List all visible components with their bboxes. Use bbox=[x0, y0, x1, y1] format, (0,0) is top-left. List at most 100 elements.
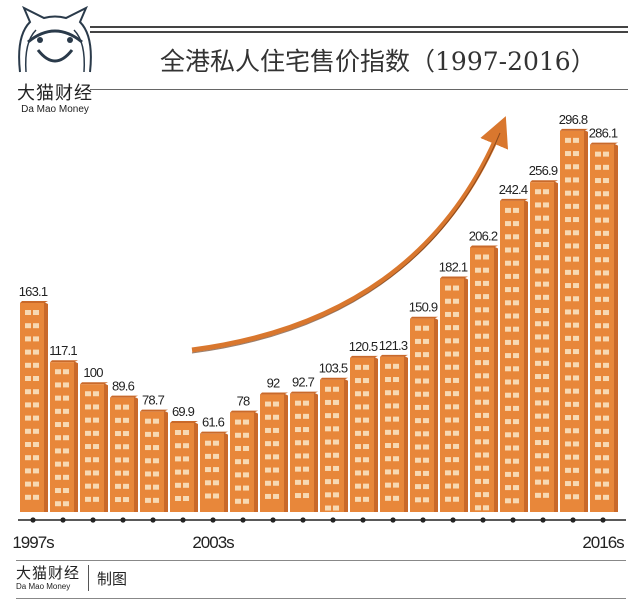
bar-window bbox=[535, 347, 541, 353]
bar-window bbox=[565, 467, 571, 473]
bar-window bbox=[513, 419, 519, 425]
bar-window bbox=[213, 440, 219, 446]
bar-window bbox=[145, 497, 151, 503]
bar-window bbox=[445, 443, 451, 449]
bar-window bbox=[85, 430, 91, 436]
bar-window bbox=[325, 479, 331, 485]
bar-window bbox=[273, 441, 279, 447]
bar-window bbox=[565, 388, 571, 394]
bar-window bbox=[415, 457, 421, 463]
data-label: 150.9 bbox=[409, 300, 438, 315]
bar-window bbox=[595, 494, 601, 500]
bar-window bbox=[573, 269, 579, 275]
bar-window bbox=[535, 242, 541, 248]
bar-window bbox=[573, 362, 579, 368]
bar-window bbox=[325, 399, 331, 405]
bar-window bbox=[565, 322, 571, 328]
bar-window bbox=[573, 309, 579, 315]
bar-roof bbox=[260, 392, 288, 395]
bar-window bbox=[415, 338, 421, 344]
bar-window bbox=[423, 391, 429, 397]
bar-window bbox=[565, 243, 571, 249]
bar-window bbox=[483, 307, 489, 313]
bar bbox=[500, 200, 524, 512]
bar-window bbox=[565, 269, 571, 275]
data-label: 242.4 bbox=[499, 182, 528, 197]
bar-window bbox=[535, 374, 541, 380]
bar-roof bbox=[140, 409, 168, 412]
bar bbox=[140, 411, 164, 512]
bar-window bbox=[183, 430, 189, 435]
bar-window bbox=[445, 404, 451, 410]
bar-window bbox=[385, 390, 391, 396]
bar-window bbox=[325, 439, 331, 445]
bar-window bbox=[355, 364, 361, 370]
bar-window bbox=[363, 417, 369, 423]
bar-window bbox=[565, 164, 571, 170]
bar bbox=[20, 303, 44, 512]
bar-window bbox=[513, 260, 519, 266]
bar-window bbox=[513, 353, 519, 359]
bar-window bbox=[25, 415, 31, 421]
bar-window bbox=[445, 457, 451, 463]
bar-side bbox=[164, 410, 168, 512]
bar-window bbox=[55, 488, 61, 494]
bar-window bbox=[93, 417, 99, 423]
bar-window bbox=[535, 492, 541, 498]
bar-window bbox=[273, 467, 279, 473]
bar-2010 bbox=[410, 316, 438, 512]
data-label: 206.2 bbox=[469, 229, 498, 244]
bar-window bbox=[565, 415, 571, 421]
bar-roof bbox=[380, 354, 408, 357]
bar-window bbox=[235, 419, 241, 425]
bar-window bbox=[325, 505, 331, 511]
bar-window bbox=[393, 495, 399, 501]
bar-window bbox=[535, 360, 541, 366]
bar-window bbox=[573, 230, 579, 236]
bar-window bbox=[565, 375, 571, 381]
bar-window bbox=[535, 387, 541, 393]
bar-window bbox=[603, 151, 609, 157]
bar bbox=[50, 362, 74, 512]
bar bbox=[110, 397, 134, 512]
bar-window bbox=[153, 431, 159, 437]
data-label: 120.5 bbox=[349, 339, 378, 354]
bar-window bbox=[85, 417, 91, 423]
bar-window bbox=[505, 405, 511, 411]
bar-window bbox=[513, 471, 519, 477]
bar-window bbox=[33, 402, 39, 408]
bar-window bbox=[565, 494, 571, 500]
bar-window bbox=[483, 346, 489, 352]
bar-window bbox=[385, 495, 391, 501]
bar-window bbox=[265, 454, 271, 460]
bar-window bbox=[445, 285, 451, 291]
bar-window bbox=[565, 309, 571, 315]
bar bbox=[590, 144, 614, 512]
bar-window bbox=[573, 415, 579, 421]
bar-chart: 163.1 117.1 100 89.6 78.7 69.9 61.6 78 92 92.7 103… bbox=[12, 112, 626, 552]
bar-window bbox=[33, 376, 39, 381]
bar-window bbox=[595, 336, 601, 342]
bar-window bbox=[63, 474, 69, 480]
trend-arrow bbox=[191, 116, 508, 353]
bar-roof bbox=[320, 377, 348, 380]
bar-window bbox=[595, 389, 601, 395]
bar-window bbox=[63, 448, 69, 454]
bar-window bbox=[603, 178, 609, 184]
bar-window bbox=[565, 401, 571, 407]
bar-window bbox=[603, 310, 609, 316]
bar-window bbox=[595, 244, 601, 250]
bar-window bbox=[123, 457, 129, 463]
bar-window bbox=[535, 453, 541, 459]
bar bbox=[470, 247, 494, 512]
bar-window bbox=[543, 479, 549, 485]
bar-window bbox=[423, 365, 429, 371]
bar-window bbox=[595, 257, 601, 263]
bar-window bbox=[63, 369, 69, 375]
bar-window bbox=[573, 296, 579, 302]
bar-side bbox=[344, 378, 348, 512]
bar-window bbox=[543, 440, 549, 446]
bar-window bbox=[145, 484, 151, 490]
bar-side bbox=[494, 246, 498, 512]
bar-window bbox=[475, 465, 481, 471]
